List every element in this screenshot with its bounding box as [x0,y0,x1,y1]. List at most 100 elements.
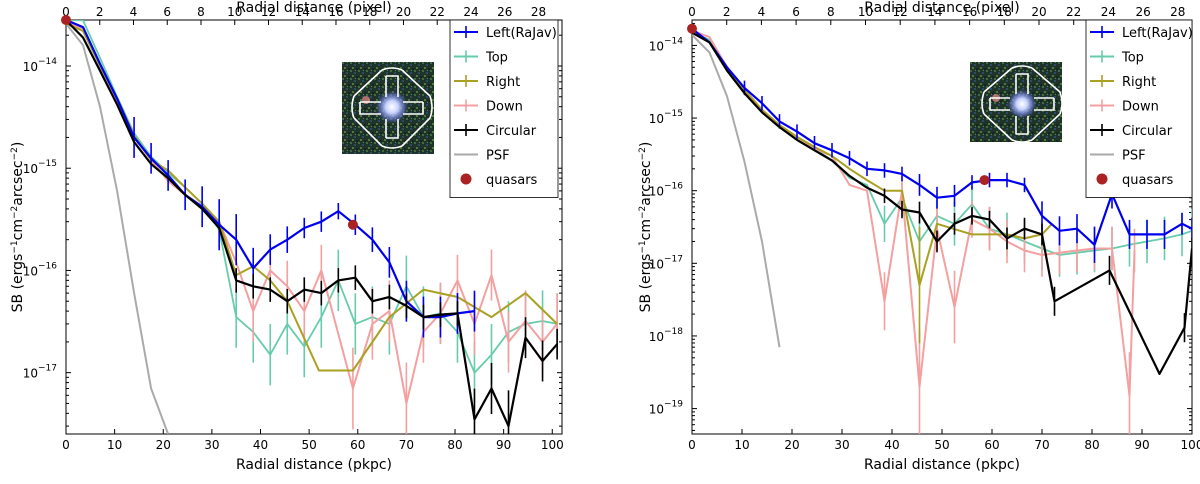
x-tick-label: 0 [688,438,696,452]
y-tick-label: 10 [649,112,664,126]
series-line-psf [66,22,170,434]
y-axis-title-exponent: −1 [638,240,648,253]
legend-entry-down: Down [454,99,523,115]
x2-tick-label: 10 [227,5,242,19]
y-axis-title-exponent: −1 [10,240,20,253]
series-line-right [692,29,1053,287]
legend-box [449,19,559,198]
legend-entry-psf: PSF [454,149,510,164]
series-psf [66,22,170,434]
y-axis-title-part: cm [638,219,654,240]
x-tick-label: 30 [834,438,849,452]
y-axis-title-part: ) [10,142,26,147]
y-tick-label: 10 [649,403,664,417]
y-tick-exponent: −18 [664,327,683,337]
legend-label-psf: PSF [486,149,510,164]
x2-tick-label: 0 [688,5,696,19]
plot-frame [65,19,563,435]
x-tick-label: 0 [62,438,70,452]
y-axis-title-part: cm [10,219,26,240]
x2-tick-label: 20 [396,5,411,19]
series-line-left-rajav [692,27,1192,246]
series-line-psf [692,34,781,348]
legend-label-right: Right [486,75,520,90]
x2-tick-label: 28 [531,5,546,19]
series-right [692,29,1053,344]
y-tick-label: 10 [23,60,38,74]
x2-tick-label: 26 [1135,5,1150,19]
y-tick-exponent: −14 [664,36,683,46]
legend-entry-right: Right [454,75,520,90]
inset-image-right [970,62,1063,143]
y-axis-title-exponent: −2 [638,206,648,219]
y-axis-title-part: ) [638,142,654,147]
legend-entry-right: Right [1090,75,1156,90]
series-line-top [66,20,558,374]
y-tick-label: 10 [23,264,38,278]
x-tick-label: 20 [156,438,171,452]
series-line-circular [66,20,558,428]
series-line-down [692,29,1136,397]
x-tick-label: 90 [496,438,511,452]
series-down [692,29,1136,434]
x-axis-title: Radial distance (pkpc) [864,457,1020,473]
x-tick-label: 60 [984,438,999,452]
x2-tick-label: 12 [893,5,908,19]
x2-tick-label: 10 [858,5,873,19]
y-tick-exponent: −17 [664,254,683,264]
legend-label-down: Down [486,100,523,115]
legend-label-psf: PSF [1122,149,1146,164]
x-tick-label: 10 [734,438,749,452]
legend-entry-top: Top [1090,50,1144,66]
x2-axis-title: Radial distance (pixel) [864,0,1020,16]
y-tick-exponent: −15 [38,159,57,169]
y-tick-label: 10 [649,257,664,271]
x2-tick-label: 0 [62,5,70,19]
series-circular [692,31,1192,375]
y-axis-title-exponent: −2 [10,206,20,219]
x-tick-label: 90 [1134,438,1149,452]
y-tick-label: 10 [23,367,38,381]
plot-area [66,20,558,434]
x2-tick-label: 6 [792,5,800,19]
x2-tick-label: 28 [1170,5,1185,19]
y-tick-label: 10 [649,330,664,344]
quasar-marker [687,23,697,34]
quasar-marker [61,15,71,25]
quasar-marker [979,175,990,186]
x2-tick-label: 2 [96,5,104,19]
x-tick-label: 10 [107,438,122,452]
legend-label-quasars: quasars [486,173,538,188]
legend-marker-quasars [460,173,472,185]
x2-axis-title: Radial distance (pixel) [236,0,392,16]
y-tick-exponent: −19 [664,400,683,410]
inset-image-left [342,62,434,154]
legend-label-quasars: quasars [1122,173,1174,188]
x-tick-label: 20 [784,438,799,452]
y-axis-title-exponent: −2 [638,147,648,160]
legend-label-down: Down [1122,100,1159,115]
legend-label-circular: Circular [1122,124,1173,139]
x2-tick-label: 20 [1031,5,1046,19]
x2-tick-label: 8 [197,5,205,19]
series-line-circular [692,31,1192,375]
y-tick-exponent: −16 [38,261,57,271]
x2-tick-label: 6 [163,5,171,19]
x2-tick-label: 14 [927,5,942,19]
legend-entry-circular: Circular [454,124,537,139]
plot-area [692,27,1192,434]
y-tick-label: 10 [23,162,38,176]
y-tick-label: 10 [649,185,664,199]
y-tick-exponent: −14 [38,57,57,67]
legend-entry-psf: PSF [1090,149,1146,164]
y-axis-title-part: SB (ergs [10,254,26,313]
y-tick-exponent: −16 [664,182,683,192]
legend-entry-quasars: quasars [1096,173,1174,188]
x-tick-label: 40 [884,438,899,452]
x-tick-label: 70 [399,438,414,452]
x2-tick-label: 24 [463,5,478,19]
x-tick-label: 80 [447,438,462,452]
x-axis-title: Radial distance (pkpc) [236,457,392,473]
